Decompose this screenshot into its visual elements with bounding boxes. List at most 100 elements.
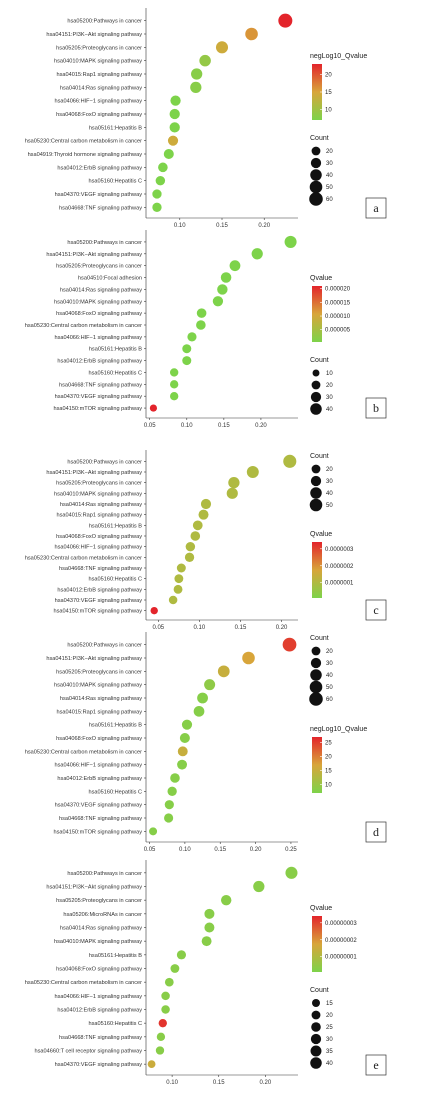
size-legend-point xyxy=(311,464,321,474)
panel-label-box xyxy=(365,821,387,843)
data-point xyxy=(170,95,181,106)
y-tick-label: hsa04014:Ras signaling pathway xyxy=(60,287,142,293)
size-legend-point xyxy=(309,692,323,706)
y-tick-label: hsa04010:MAPK signaling pathway xyxy=(54,939,142,945)
color-legend-label: 20 xyxy=(325,755,332,761)
y-tick-label: hsa04015:Rap1 signaling pathway xyxy=(56,513,142,519)
size-legend-label: 50 xyxy=(326,503,333,509)
size-legend-label: 30 xyxy=(326,161,333,167)
color-legend-title: Qvalue xyxy=(310,905,332,912)
panel-label-box xyxy=(365,197,387,219)
data-point xyxy=(198,509,209,520)
y-tick-label: hsa04012:ErbB signaling pathway xyxy=(57,359,142,365)
y-tick-label: hsa05230:Central carbon metabolism in ca… xyxy=(25,139,142,145)
data-point xyxy=(149,404,158,412)
data-point xyxy=(163,148,174,160)
y-tick-label: hsa04668:TNF signaling pathway xyxy=(59,1035,142,1041)
y-tick-label: hsa05205:Proteoglycans in cancer xyxy=(56,45,142,51)
size-legend-title: Count xyxy=(310,135,329,142)
y-tick-label: hsa04014:Ras signaling pathway xyxy=(60,502,142,508)
data-point xyxy=(169,108,180,120)
y-tick-label: hsa05160:Hepatitis C xyxy=(89,789,143,795)
data-point xyxy=(158,162,168,173)
data-point xyxy=(204,922,215,933)
y-tick-label: hsa04012:ErbB signaling pathway xyxy=(57,165,142,171)
size-legend-label: 30 xyxy=(326,1037,333,1043)
data-point xyxy=(278,13,293,28)
y-tick-label: hsa05161:Hepatitis B xyxy=(89,347,142,353)
data-point xyxy=(187,332,197,342)
y-tick-label: hsa04066:HIF−1 signaling pathway xyxy=(54,763,142,769)
data-point xyxy=(152,202,162,212)
y-tick-label: hsa05160:Hepatitis C xyxy=(89,577,143,583)
data-point xyxy=(204,679,216,691)
data-point xyxy=(182,356,192,366)
size-legend-point xyxy=(311,646,321,656)
y-tick-label: hsa04668:TNF signaling pathway xyxy=(59,382,142,388)
data-point xyxy=(167,135,179,146)
y-tick-label: hsa05161:Hepatitis B xyxy=(89,953,142,959)
color-legend-label: 0.0000002 xyxy=(325,564,354,570)
data-point xyxy=(177,759,187,770)
y-tick-label: hsa04151:PI3K−Akt signaling pathway xyxy=(46,32,142,38)
panel-label: e xyxy=(373,1058,378,1072)
color-legend-label: 0.000015 xyxy=(325,300,351,306)
y-tick-label: hsa04151:PI3K−Akt signaling pathway xyxy=(46,252,142,258)
size-legend-point xyxy=(309,180,323,194)
panel-label-box xyxy=(365,397,387,419)
data-point xyxy=(246,466,259,478)
data-point xyxy=(193,705,205,717)
x-tick-label: 0.05 xyxy=(144,847,156,853)
x-tick-label: 0.10 xyxy=(194,625,206,631)
color-legend-bar xyxy=(312,64,322,120)
y-tick-label: hsa04510:Focal adhesion xyxy=(78,276,142,282)
data-point xyxy=(215,41,229,54)
y-tick-label: hsa05230:Central carbon metabolism in ca… xyxy=(25,749,142,755)
y-tick-label: hsa04066:HIF−1 signaling pathway xyxy=(54,994,142,1000)
size-legend-point xyxy=(310,487,322,499)
data-point xyxy=(285,866,298,879)
size-legend-label: 60 xyxy=(326,197,333,203)
y-tick-label: hsa04010:MAPK signaling pathway xyxy=(54,683,142,689)
y-tick-label: hsa05200:Pathways in cancer xyxy=(67,459,142,465)
data-point xyxy=(169,122,180,133)
data-point xyxy=(196,320,206,330)
color-legend-title: negLog10_Qvalue xyxy=(310,726,367,733)
data-point xyxy=(147,1060,156,1069)
panel-label: d xyxy=(373,825,379,839)
y-tick-label: hsa04066:HIF−1 signaling pathway xyxy=(54,545,142,551)
y-tick-label: hsa04012:ErbB signaling pathway xyxy=(57,587,142,593)
color-legend-title: Qvalue xyxy=(310,275,332,282)
color-legend-bar xyxy=(312,737,322,793)
size-legend-label: 40 xyxy=(326,491,333,497)
size-legend-label: 20 xyxy=(326,149,333,155)
y-tick-label: hsa05161:Hepatitis B xyxy=(89,125,142,131)
size-legend-label: 40 xyxy=(326,173,333,179)
color-legend-label: 0.000010 xyxy=(325,314,351,320)
panel-c: hsa05200:Pathways in cancer hsa04151:PI3K… xyxy=(25,450,387,631)
data-point xyxy=(164,800,174,810)
size-legend-point xyxy=(310,657,322,669)
size-legend-point xyxy=(310,169,322,181)
y-tick-label: hsa04151:PI3K−Akt signaling pathway xyxy=(46,885,142,891)
data-point xyxy=(170,368,179,377)
x-tick-label: 0.15 xyxy=(235,625,247,631)
y-tick-label: hsa04014:Ras signaling pathway xyxy=(60,85,142,91)
y-tick-label: hsa04010:MAPK signaling pathway xyxy=(54,59,142,65)
size-legend-point xyxy=(309,192,323,206)
y-tick-label: hsa05206:MicroRNAs in cancer xyxy=(63,912,142,918)
color-legend-title: negLog10_Qvalue xyxy=(310,53,367,60)
size-legend-point xyxy=(309,498,323,512)
size-legend-point xyxy=(312,999,320,1007)
data-point xyxy=(229,260,241,272)
color-legend-label: 15 xyxy=(325,90,332,96)
data-point xyxy=(170,773,180,783)
data-point xyxy=(155,175,166,186)
data-point xyxy=(228,477,240,489)
y-tick-label: hsa04370:VEGF signaling pathway xyxy=(55,192,143,198)
y-tick-label: hsa05160:Hepatitis C xyxy=(89,179,143,185)
y-tick-label: hsa04668:TNF signaling pathway xyxy=(59,566,142,572)
x-tick-label: 0.05 xyxy=(152,625,164,631)
y-tick-label: hsa05200:Pathways in cancer xyxy=(67,240,142,246)
data-point xyxy=(149,827,158,836)
